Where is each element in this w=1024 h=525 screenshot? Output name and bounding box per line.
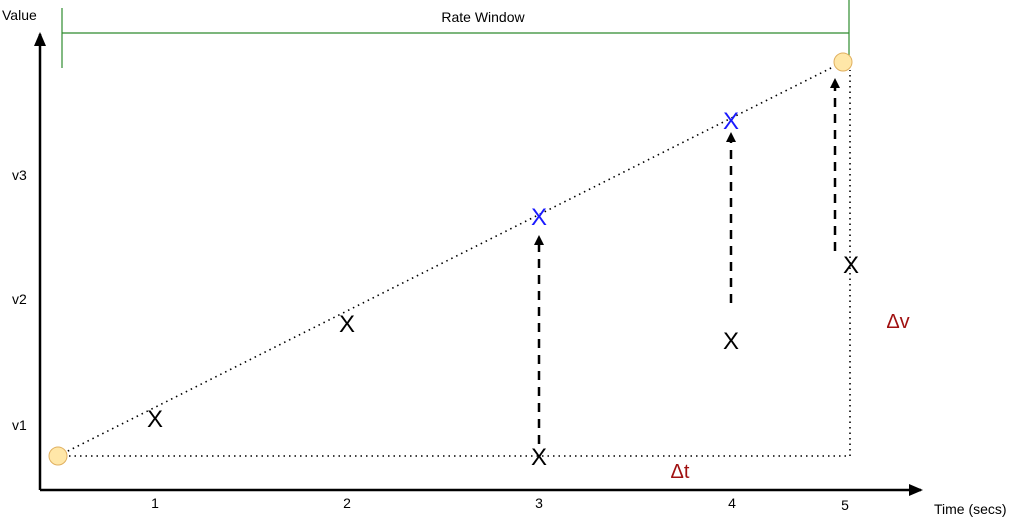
y-tick-label: v1 bbox=[12, 417, 27, 433]
x-tick-label: 2 bbox=[343, 495, 351, 511]
start-endpoint bbox=[48, 446, 68, 466]
delta-t-label: Δt bbox=[671, 461, 690, 483]
sample-mark: X bbox=[147, 406, 163, 433]
y-axis-label: Value bbox=[2, 7, 37, 23]
x-tick-label: 5 bbox=[841, 497, 849, 513]
adjusted-mark: X bbox=[723, 108, 739, 135]
x-axis-label: Time (secs) bbox=[934, 501, 1007, 517]
sample-mark: X bbox=[843, 252, 859, 279]
x-tick-label: 4 bbox=[728, 495, 736, 511]
delta-v-label: Δv bbox=[886, 311, 909, 333]
sample-mark: X bbox=[723, 328, 739, 355]
end-endpoint bbox=[833, 52, 853, 72]
sample-mark: X bbox=[531, 444, 547, 471]
y-tick-label: v2 bbox=[12, 291, 27, 307]
x-tick-label: 1 bbox=[151, 495, 159, 511]
sample-mark: X bbox=[339, 311, 355, 338]
rate-slope-line bbox=[57, 61, 844, 457]
rate-window-bracket bbox=[61, 0, 850, 68]
y-tick-label: v3 bbox=[12, 167, 27, 183]
rate-window-label: Rate Window bbox=[441, 9, 525, 25]
x-tick-label: 3 bbox=[535, 495, 543, 511]
adjusted-mark: X bbox=[531, 204, 547, 231]
